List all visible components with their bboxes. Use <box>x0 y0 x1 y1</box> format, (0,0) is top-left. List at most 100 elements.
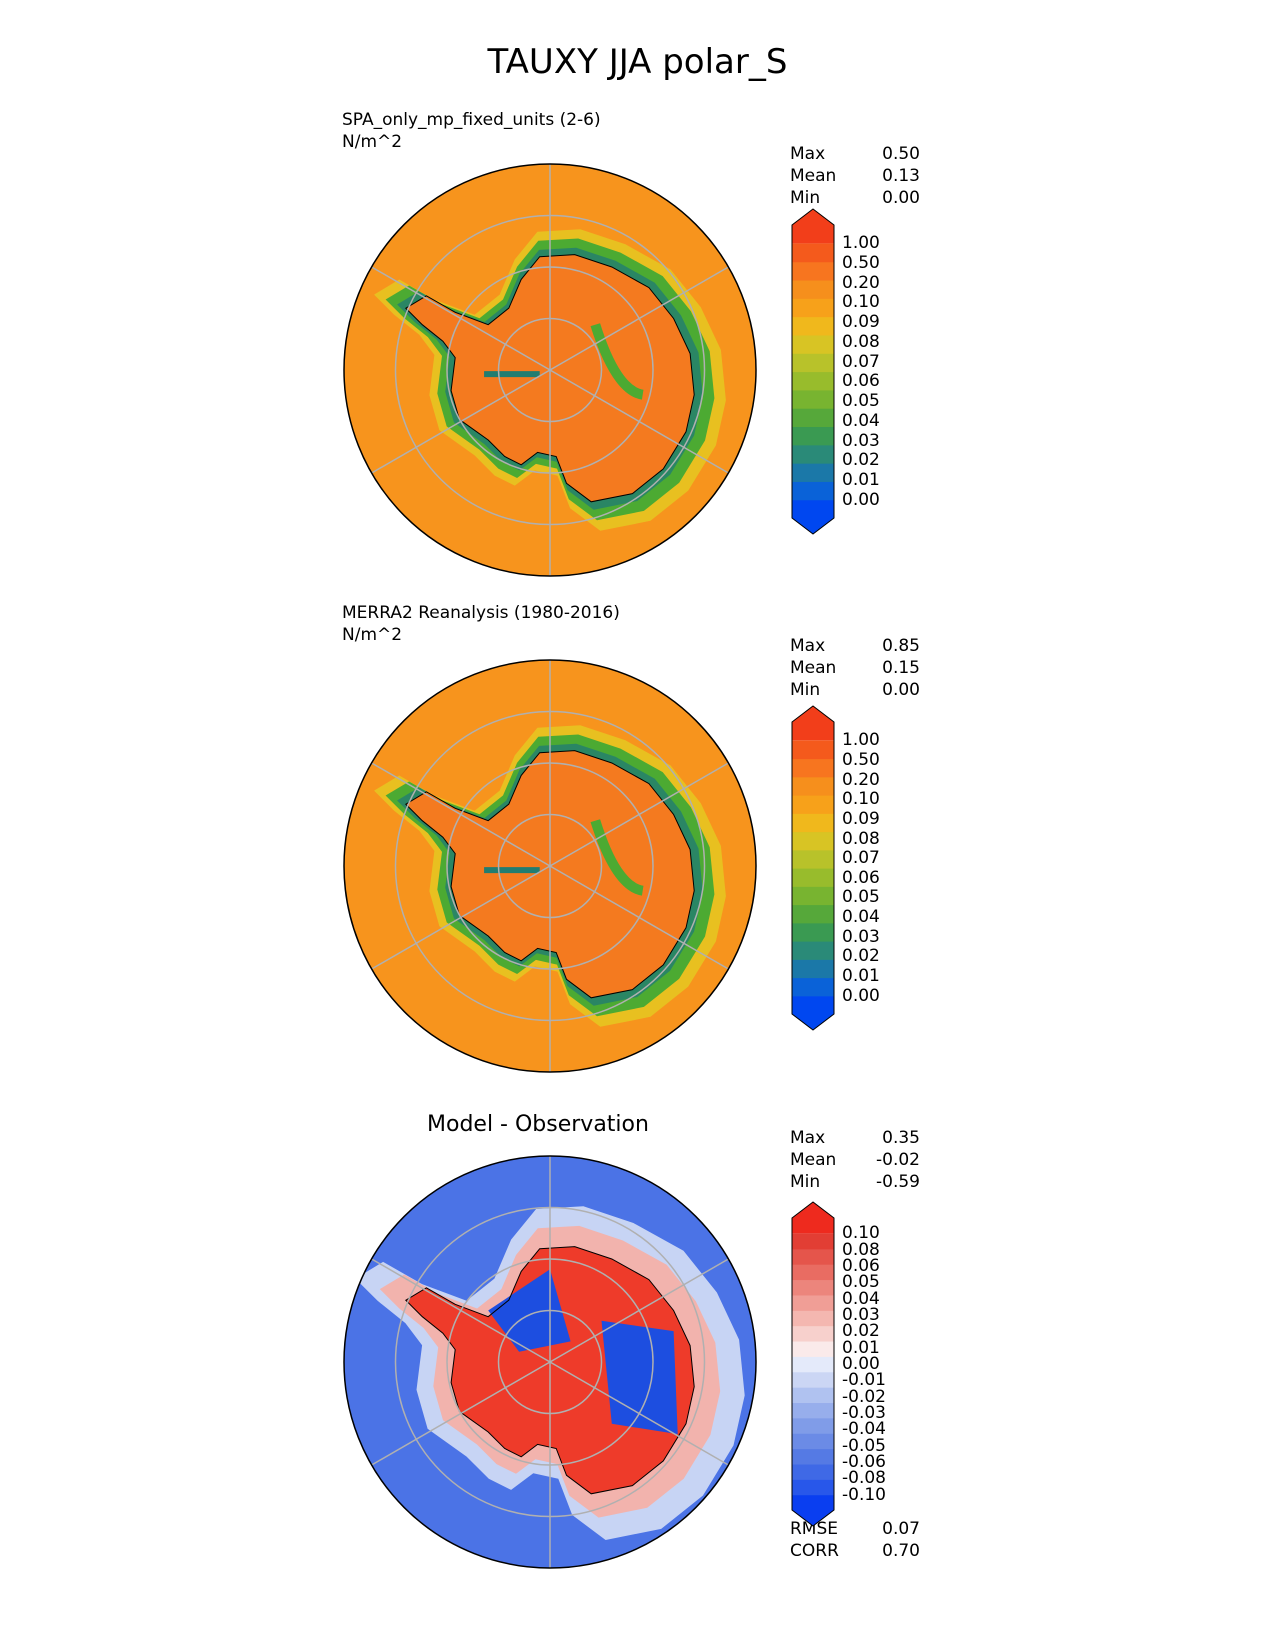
colorbar-segment <box>792 1233 834 1250</box>
colorbar-segment <box>792 1387 834 1404</box>
colorbar-segment <box>792 371 834 391</box>
colorbar-segment <box>792 243 834 263</box>
figure-title: TAUXY JJA polar_S <box>487 42 788 82</box>
meridian-line <box>549 1258 729 1363</box>
colorbar-tick-label: 0.05 <box>842 887 880 908</box>
colorbar-tick-label: 1.00 <box>842 233 880 254</box>
colorbar-tick-label: 0.50 <box>842 749 880 770</box>
colorbar-segment <box>792 463 834 482</box>
colorbar-tick-label: 0.08 <box>842 1239 880 1260</box>
colorbar-segment <box>792 1279 834 1296</box>
colorbar-tick-label: 0.10 <box>842 789 880 810</box>
colorbar-segment <box>792 1356 834 1373</box>
colorbar-tick-label: 0.03 <box>842 430 880 451</box>
meridian-line <box>549 266 729 371</box>
colorbar-tick-label: 0.06 <box>842 1256 880 1277</box>
colorbar-tick-label: 0.09 <box>842 312 880 333</box>
panel1-title: SPA_only_mp_fixed_units (2-6) <box>342 110 601 130</box>
colorbar-tick-label: 0.06 <box>842 867 880 888</box>
colorbar-tick-label: 0.04 <box>842 410 880 431</box>
colorbar-tick-label: 0.05 <box>842 391 880 412</box>
colorbar-segment <box>792 922 834 942</box>
colorbar-segment <box>792 740 834 760</box>
meridian-line <box>371 266 551 371</box>
colorbar-segment <box>792 408 834 428</box>
polar-map-2 <box>343 659 757 1073</box>
colorbar-segment <box>792 1325 834 1342</box>
colorbar-segment <box>792 1248 834 1265</box>
meridian-line <box>371 865 551 970</box>
colorbar-segment <box>792 499 834 534</box>
stat-row-min: Min 0.00 <box>790 188 920 208</box>
colorbar-segment <box>792 977 834 997</box>
colorbar-segment <box>792 1371 834 1388</box>
colorbar-3 <box>791 1201 835 1527</box>
colorbar-tick-label: 0.08 <box>842 331 880 352</box>
colorbar-segment <box>792 868 834 887</box>
colorbar-segment <box>792 758 834 778</box>
map-boundary <box>343 163 757 577</box>
colorbar-tick-label: 1.00 <box>842 730 880 751</box>
colorbar-tick-label: 0.01 <box>842 1337 880 1358</box>
panel1-units: N/m^2 <box>342 132 403 152</box>
colorbar-tick-label: 0.02 <box>842 450 880 471</box>
colorbar-tick-label: 0.00 <box>842 489 880 510</box>
colorbar-tick-label: -0.02 <box>842 1386 886 1407</box>
colorbar-segment <box>792 444 834 464</box>
stat-row-mean: Mean 0.15 <box>790 658 920 678</box>
colorbar-tick-label: -0.05 <box>842 1435 886 1456</box>
colorbar-segment <box>792 353 834 373</box>
colorbar-tick-label: -0.01 <box>842 1370 886 1391</box>
colorbar-segment <box>792 1294 834 1311</box>
colorbar-tick-label: -0.03 <box>842 1402 886 1423</box>
meridian-line <box>549 1361 729 1466</box>
coastline <box>404 1246 695 1495</box>
meridian-line <box>549 762 729 867</box>
colorbar-segment <box>792 1264 834 1281</box>
colorbar-tick-label: -0.08 <box>842 1468 886 1489</box>
colorbar-segment <box>792 1417 834 1434</box>
colorbar-segment <box>792 426 834 446</box>
stat-row-max: Max 0.35 <box>790 1128 920 1148</box>
colorbar-segment <box>792 849 834 869</box>
colorbar-segment <box>792 279 834 299</box>
colorbar-tick-label: 0.20 <box>842 272 880 293</box>
colorbar-tick-label: 0.01 <box>842 966 880 987</box>
stat-row-max: Max 0.85 <box>790 636 920 656</box>
colorbar-tick-label: 0.08 <box>842 828 880 849</box>
panel1-stats: Max 0.50 Mean 0.13 Min 0.00 <box>790 143 920 209</box>
colorbar-segment <box>792 813 834 833</box>
colorbar-tick-label: -0.10 <box>842 1484 886 1505</box>
colorbar-segment <box>792 941 834 960</box>
meridian-line <box>371 1361 551 1466</box>
panel3-title: Model - Observation <box>427 1112 649 1137</box>
meridian-line <box>371 369 551 474</box>
colorbar-segment <box>792 831 834 851</box>
colorbar-tick-label: -0.06 <box>842 1451 886 1472</box>
map-boundary <box>343 1155 757 1569</box>
colorbar-segment <box>792 1202 834 1234</box>
colorbar-tick-label: 0.06 <box>842 371 880 392</box>
colorbar-tick-label: 0.03 <box>842 926 880 947</box>
colorbar-segment <box>792 209 834 244</box>
colorbar-2 <box>791 705 835 1031</box>
colorbar-segment <box>792 316 834 336</box>
stat-row-max: Max 0.50 <box>790 144 920 164</box>
colorbar-tick-label: 0.03 <box>842 1305 880 1325</box>
meridian-line <box>371 762 551 867</box>
colorbar-segment <box>792 261 834 281</box>
interior-band <box>590 323 644 400</box>
stat-row-corr: CORR 0.70 <box>790 1541 920 1561</box>
colorbar-tick-label: 0.04 <box>842 1288 880 1309</box>
colorbar-tick-label: 0.10 <box>842 1223 880 1244</box>
stat-row-rmse: RMSE 0.07 <box>790 1519 920 1539</box>
colorbar-segment <box>792 481 834 501</box>
colorbar-outline <box>791 1201 835 1527</box>
colorbar-segment <box>792 959 834 979</box>
meridian-line <box>549 865 729 970</box>
colorbar-segment <box>792 706 834 741</box>
colorbar-segment <box>792 1479 834 1496</box>
colorbar-segment <box>792 389 834 409</box>
stat-row-min: Min 0.00 <box>790 680 920 700</box>
colorbar-tick-label: 0.04 <box>842 907 880 928</box>
